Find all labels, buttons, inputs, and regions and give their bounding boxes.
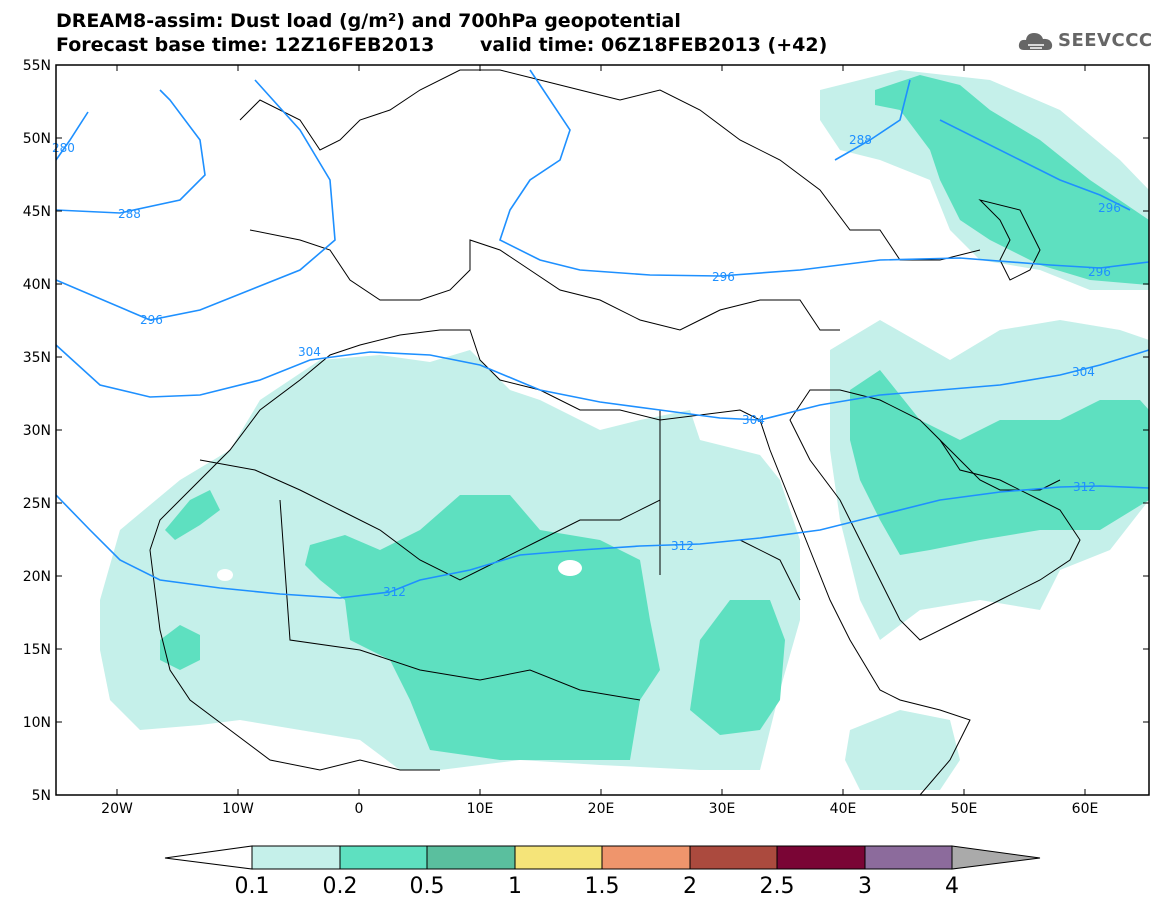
colorbar-tick: 4 bbox=[945, 874, 959, 899]
colorbar-bin bbox=[864, 845, 953, 870]
contour-labels: 280 288 288 296 296 296 296 304 304 304 … bbox=[52, 133, 1121, 599]
dust-area-medium bbox=[160, 625, 200, 670]
lat-label: 20N bbox=[23, 569, 51, 585]
logo-text: SEEVCCC bbox=[1058, 30, 1153, 51]
dust-gap bbox=[457, 590, 473, 610]
colorbar-tick: 3 bbox=[858, 874, 872, 899]
contour-288-east bbox=[834, 79, 911, 161]
colorbar-tick: 0.2 bbox=[323, 874, 358, 899]
colorbar-tick: 0.5 bbox=[410, 874, 445, 899]
coastline-arabia bbox=[789, 389, 1081, 641]
contour-label: 288 bbox=[849, 133, 872, 147]
dust-gap bbox=[558, 560, 582, 576]
lon-label: 10E bbox=[467, 801, 494, 817]
contour-296-east bbox=[939, 119, 1131, 211]
dust-gap bbox=[217, 569, 233, 581]
coastline-west-africa bbox=[149, 549, 440, 771]
lat-label: 45N bbox=[23, 204, 51, 220]
contour-label: 296 bbox=[1098, 201, 1121, 215]
cloud-logo-icon bbox=[1018, 33, 1053, 50]
lon-label: 40E bbox=[830, 801, 857, 817]
contour-label: 312 bbox=[671, 539, 694, 553]
contour-304 bbox=[56, 344, 1149, 421]
lon-label: 20W bbox=[101, 801, 133, 817]
coastlines bbox=[149, 69, 1081, 795]
geopotential-contours bbox=[56, 69, 1149, 599]
colorbar-tick: 2 bbox=[683, 874, 697, 899]
contour-label: 312 bbox=[383, 585, 406, 599]
contour-label: 280 bbox=[52, 141, 75, 155]
lat-label: 15N bbox=[23, 642, 51, 658]
lat-label: 55N bbox=[23, 58, 51, 74]
coastline-europe bbox=[249, 229, 840, 331]
colorbar-bin bbox=[601, 845, 691, 870]
contour-label: 296 bbox=[712, 270, 735, 284]
lat-label: 25N bbox=[23, 496, 51, 512]
colorbar-bin bbox=[251, 845, 341, 870]
contour-288-west bbox=[56, 89, 206, 214]
contour-296 bbox=[499, 69, 1149, 277]
colorbar-bin bbox=[514, 845, 603, 870]
lat-label: 30N bbox=[23, 423, 51, 439]
colorbar bbox=[164, 845, 1041, 870]
border-sahel bbox=[279, 499, 641, 701]
contour-label: 296 bbox=[140, 313, 163, 327]
lon-label: 30E bbox=[709, 801, 736, 817]
contour-label: 304 bbox=[298, 345, 321, 359]
colorbar-tick: 2.5 bbox=[760, 874, 795, 899]
colorbar-tick: 0.1 bbox=[235, 874, 270, 899]
colorbar-bin bbox=[339, 845, 428, 870]
dust-shading bbox=[100, 70, 1149, 790]
colorbar-labels: 0.1 0.2 0.5 1 1.5 2 2.5 3 4 bbox=[235, 874, 960, 899]
map-title: DREAM8-assim: Dust load (g/m²) and 700hP… bbox=[56, 10, 681, 32]
border-east bbox=[659, 410, 801, 601]
dust-area-light bbox=[845, 710, 960, 790]
seevccc-logo: SEEVCCC bbox=[1018, 28, 1158, 56]
border-sahara bbox=[199, 459, 661, 581]
lon-label: 60E bbox=[1072, 801, 1099, 817]
lon-label: 50E bbox=[951, 801, 978, 817]
lat-label: 10N bbox=[23, 715, 51, 731]
colorbar-over-arrow bbox=[951, 845, 1041, 870]
lon-labels: 20W 10W 0 10E 20E 30E 40E 50E 60E bbox=[101, 801, 1098, 817]
dust-area-medium bbox=[165, 490, 220, 540]
colorbar-bin bbox=[776, 845, 866, 870]
contour-label: 288 bbox=[118, 207, 141, 221]
contour-label: 304 bbox=[742, 413, 765, 427]
contour-label: 304 bbox=[1072, 365, 1095, 379]
lon-label: 20E bbox=[588, 801, 615, 817]
lat-label: 5N bbox=[32, 788, 51, 804]
lon-label: 0 bbox=[355, 801, 364, 817]
contour-label: 296 bbox=[1088, 265, 1111, 279]
coastline-north-africa bbox=[149, 329, 971, 795]
contour-280 bbox=[56, 111, 89, 161]
contour-label: 312 bbox=[1073, 480, 1096, 494]
dust-area-medium bbox=[690, 600, 785, 735]
lat-axis bbox=[56, 64, 1149, 723]
dust-area-medium bbox=[875, 75, 1149, 285]
lat-label: 40N bbox=[23, 277, 51, 293]
lon-label: 10W bbox=[222, 801, 254, 817]
dust-area-medium bbox=[850, 370, 1149, 555]
forecast-base-time: Forecast base time: 12Z16FEB2013 bbox=[56, 34, 435, 56]
lon-axis bbox=[116, 65, 1086, 795]
lat-label: 35N bbox=[23, 350, 51, 366]
colorbar-tick: 1 bbox=[508, 874, 522, 899]
valid-time: valid time: 06Z18FEB2013 (+42) bbox=[480, 34, 828, 56]
coastline-europe-north bbox=[239, 69, 981, 261]
lat-labels: 55N 50N 45N 40N 35N 30N 25N 20N 15N 10N … bbox=[23, 58, 51, 804]
coastline-caspian bbox=[978, 199, 1041, 281]
contour-288-central bbox=[56, 79, 336, 321]
colorbar-bin bbox=[426, 845, 516, 870]
colorbar-under-arrow bbox=[164, 845, 253, 870]
colorbar-bin bbox=[689, 845, 778, 870]
colorbar-tick: 1.5 bbox=[585, 874, 620, 899]
contour-312 bbox=[56, 485, 1149, 599]
lat-label: 50N bbox=[23, 131, 51, 147]
